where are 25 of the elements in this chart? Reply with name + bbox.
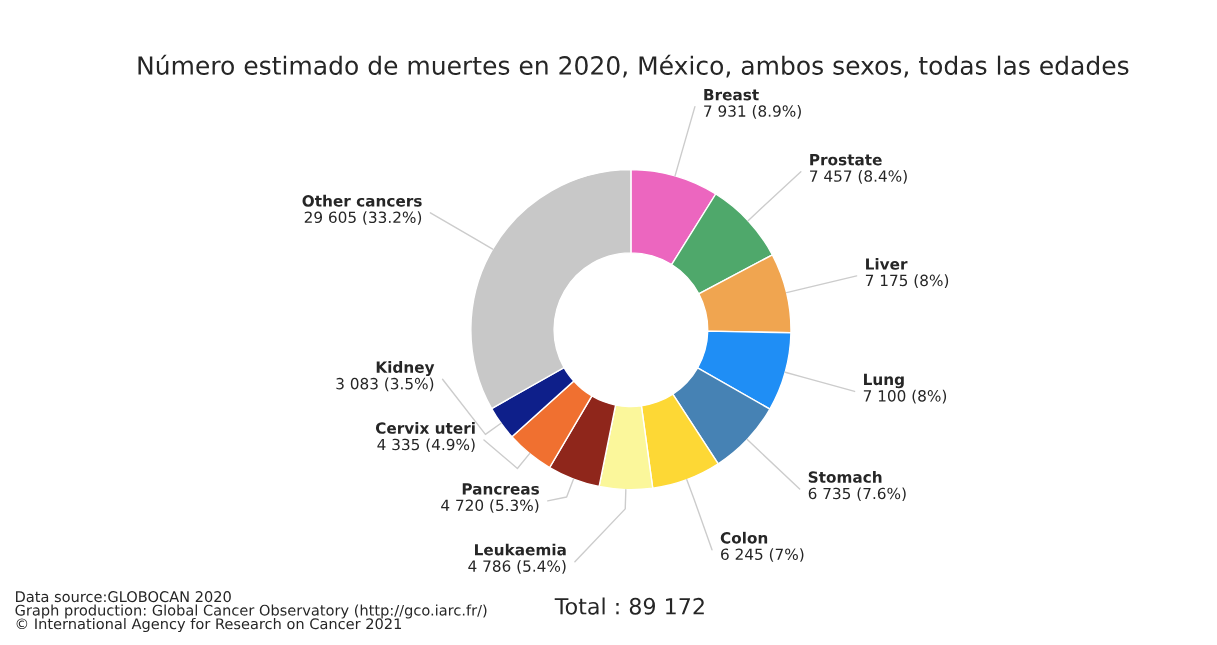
- data-label: 4 335 (4.9%): [377, 438, 475, 453]
- slice-label: Stomach: [808, 471, 882, 483]
- slice-label: Other cancers: [302, 194, 422, 207]
- data-label: 4 720 (5.3%): [441, 499, 539, 513]
- data-label: 7 457 (8.4%): [810, 170, 907, 184]
- slice-label: Colon: [720, 531, 768, 544]
- data-label: 7 931 (8.9%): [704, 105, 801, 119]
- slice-label: Breast: [704, 89, 759, 101]
- chart-title: Número estimado de muertes en 2020, México, ambos sexos, todas las edades: [138, 54, 1129, 78]
- slice-label: Cervix uteri: [375, 422, 475, 434]
- slice-label: Lung: [864, 373, 904, 389]
- slice-label: Liver: [866, 257, 908, 270]
- data-label: 7 100 (8%): [863, 389, 947, 404]
- data-label: 3 083 (3.5%): [336, 377, 434, 392]
- data-label: 7 175 (8%): [865, 274, 949, 288]
- data-label: 4 786 (5.4%): [468, 560, 566, 574]
- source-note: Data source:GLOBOCAN 2020 Graph production: Global Cancer Observatory (http://gco.iarc.fr/) © International Agency for Research on Cancer 2021: [15, 591, 487, 633]
- slice-label: Pancreas: [462, 483, 539, 495]
- data-label: 6 735 (7.6%): [808, 487, 906, 502]
- slice-label: Prostate: [810, 154, 882, 166]
- data-label: 29 605 (33.2%): [304, 211, 422, 225]
- slice-label: Leukaemia: [475, 543, 566, 556]
- slice-label: Kidney: [376, 361, 435, 376]
- data-label: 6 245 (7%): [721, 548, 804, 562]
- text: Total : 89 172: [554, 597, 704, 615]
